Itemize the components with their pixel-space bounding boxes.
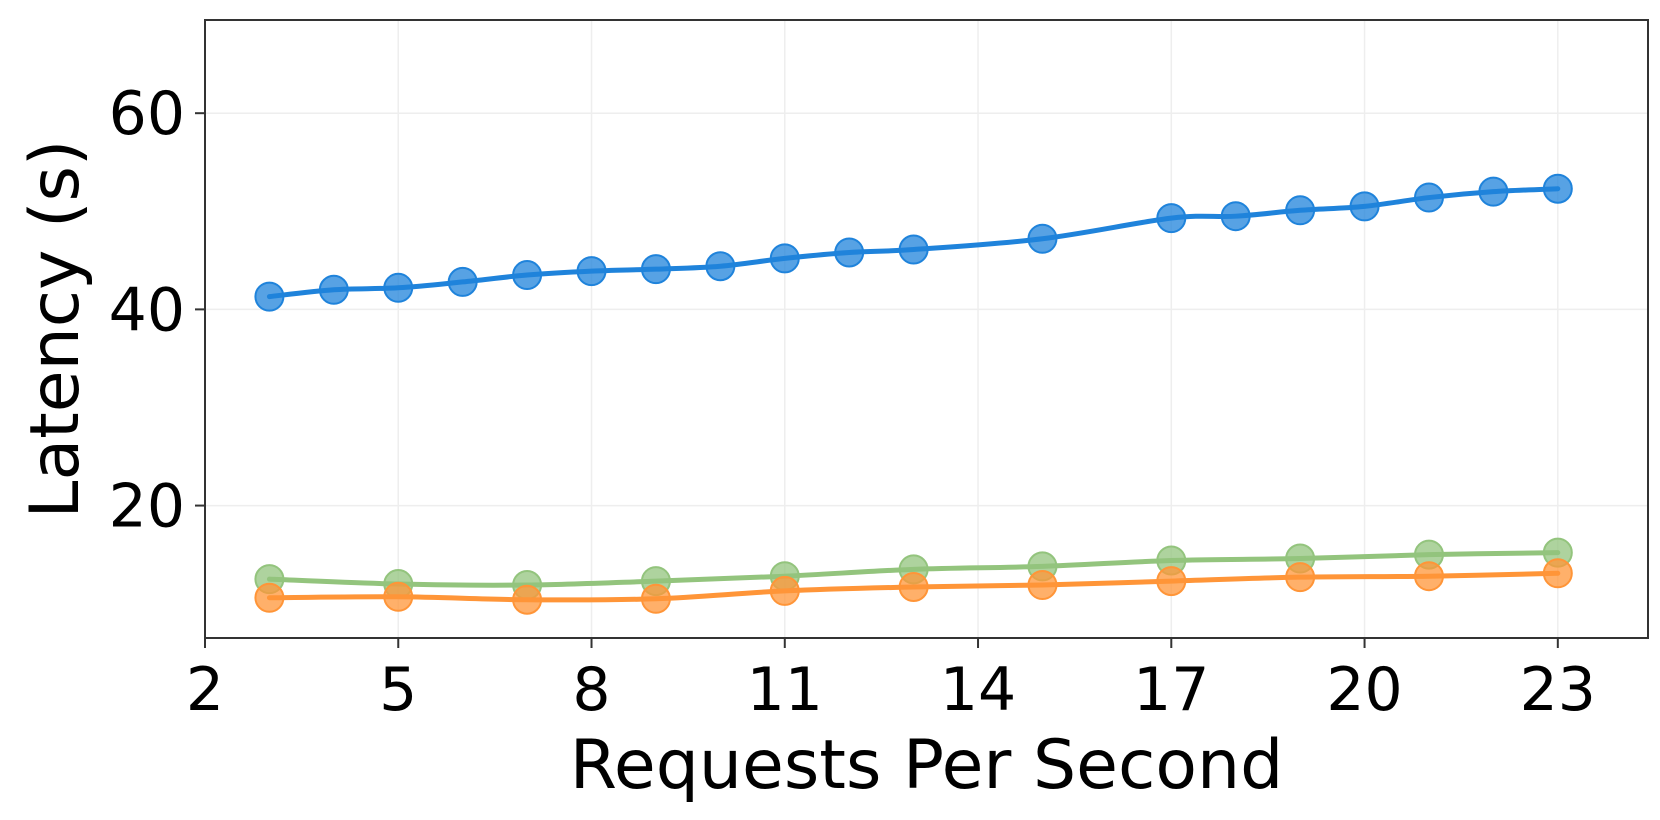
x-tick-label: 23 [1520,655,1596,725]
series-3-line [266,570,1561,603]
x-tick-label: 11 [747,655,823,725]
series-2-line [266,550,1561,588]
axes: 2 5 8 11 14 17 20 23 20 40 60 [109,79,1596,725]
x-tick-label: 17 [1133,655,1209,725]
y-tick-label: 60 [109,79,185,149]
x-tick-label: 14 [940,655,1016,725]
grid [204,20,1648,638]
x-tick-label: 5 [379,655,417,725]
plot-area [254,173,1573,615]
x-tick-label: 8 [572,655,610,725]
series-1 [254,173,1573,312]
series-1-line [266,186,1561,300]
x-axis-title: Requests Per Second [570,726,1284,805]
x-tick-label: 20 [1326,655,1402,725]
series-3 [254,558,1573,615]
x-tick-label: 2 [186,655,224,725]
y-tick-label: 20 [109,472,185,542]
plot-frame [204,19,1649,639]
y-axis-title: Latency (s) [16,140,95,519]
y-tick-label: 40 [109,275,185,345]
